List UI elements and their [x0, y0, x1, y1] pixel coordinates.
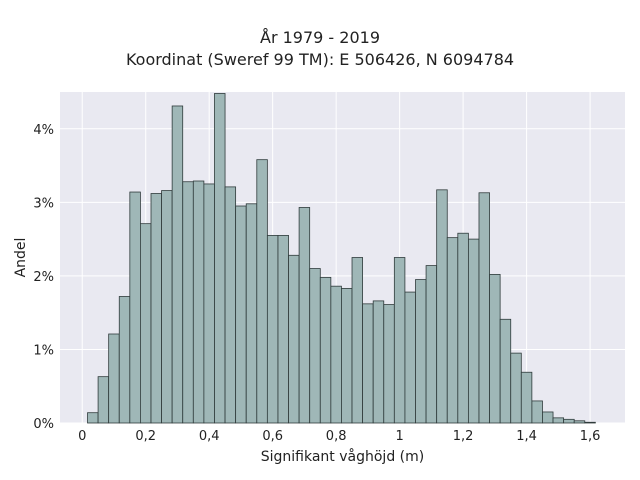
histogram-bar	[97, 376, 110, 424]
histogram-bar	[341, 287, 353, 424]
histogram-bar	[415, 279, 427, 424]
histogram-bar	[351, 257, 363, 424]
histogram-bar	[404, 291, 416, 424]
histogram-bar	[288, 254, 300, 424]
histogram-bar	[542, 411, 554, 424]
histogram-bar	[161, 190, 173, 424]
x-axis-ticks: 0 0,2 0,4 0,6 0,8 1 1,2 1,4 1,6	[78, 429, 600, 444]
y-axis-ticks: 0% 1% 2% 3% 4%	[33, 123, 54, 432]
histogram-bar	[584, 421, 596, 424]
histogram-bar	[478, 192, 490, 424]
histogram-bar	[330, 285, 342, 424]
x-tick-label: 1,2	[453, 429, 474, 444]
histogram-bar	[140, 223, 152, 424]
histogram-bar	[245, 203, 258, 424]
histogram-bar	[118, 296, 131, 424]
histogram-bar	[319, 276, 332, 424]
x-tick-label: 1,4	[516, 429, 537, 444]
histogram-bar	[489, 274, 501, 424]
histogram-bars	[87, 93, 596, 424]
histogram-bar	[362, 303, 374, 424]
histogram-bar	[499, 318, 512, 424]
histogram-bar	[393, 257, 406, 424]
y-tick-label: 2%	[33, 270, 54, 285]
histogram-bar	[436, 189, 448, 424]
y-axis-label: Andel	[13, 238, 29, 278]
x-tick-label: 0,4	[199, 429, 220, 444]
histogram-bar	[552, 417, 565, 424]
histogram-bar	[182, 181, 194, 424]
x-tick-label: 0,2	[135, 429, 156, 444]
y-tick-label: 0%	[33, 417, 54, 432]
histogram-bar	[563, 418, 575, 424]
y-tick-label: 4%	[33, 123, 54, 138]
x-tick-label: 1,6	[580, 429, 601, 444]
histogram-bar	[235, 205, 247, 424]
histogram-bar	[457, 232, 469, 424]
x-tick-label: 0,8	[326, 429, 347, 444]
chart-subtitle: Koordinat (Sweref 99 TM): E 506426, N 60…	[125, 50, 515, 69]
y-tick-label: 1%	[33, 343, 54, 358]
histogram-bar	[203, 183, 215, 424]
histogram-bar	[224, 186, 237, 424]
histogram-bar	[531, 400, 543, 424]
x-tick-label: 0	[78, 429, 86, 444]
histogram-bar	[277, 235, 289, 424]
histogram-bar	[129, 191, 141, 424]
histogram-bar	[309, 268, 321, 424]
histogram-bar	[510, 352, 522, 424]
histogram-bar	[256, 159, 268, 424]
histogram-bar	[87, 412, 99, 424]
histogram-bar	[214, 93, 226, 424]
histogram-bar	[468, 238, 480, 424]
x-tick-label: 0,6	[262, 429, 283, 444]
histogram-bar	[108, 333, 120, 424]
y-tick-label: 3%	[33, 196, 54, 211]
histogram-bar	[192, 180, 205, 424]
chart-title: År 1979 - 2019	[260, 28, 380, 47]
histogram-bar	[171, 105, 184, 424]
histogram-bar	[383, 304, 395, 424]
histogram-bar	[372, 300, 385, 424]
x-axis-label: Signifikant våghöjd (m)	[261, 448, 424, 465]
x-tick-label: 1	[395, 429, 403, 444]
histogram-bar	[298, 207, 311, 424]
histogram-bar	[446, 237, 459, 424]
histogram-bar	[520, 371, 533, 424]
histogram-bar	[150, 193, 162, 424]
histogram-bar	[573, 420, 586, 424]
histogram-bar	[425, 265, 438, 424]
histogram-bar	[266, 235, 279, 424]
